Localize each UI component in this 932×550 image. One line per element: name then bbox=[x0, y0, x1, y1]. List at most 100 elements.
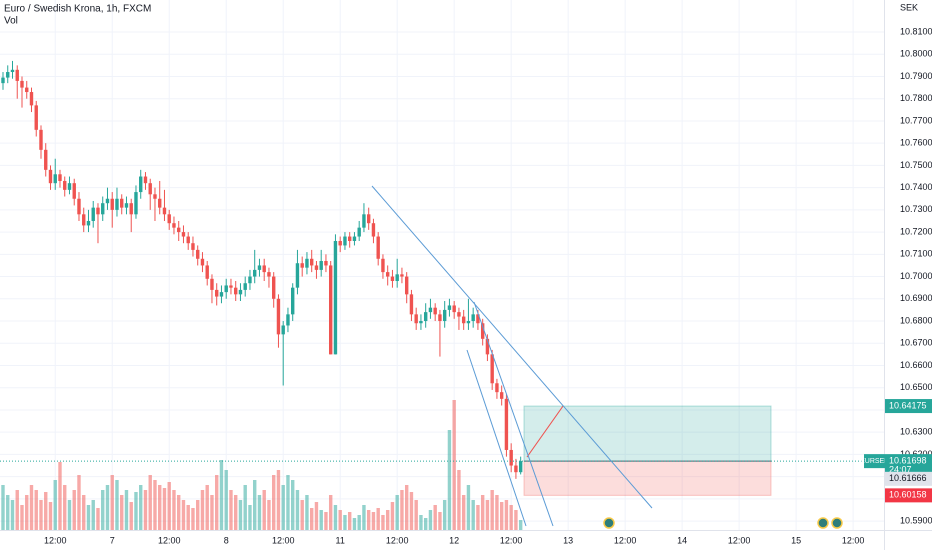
candle-body bbox=[120, 198, 124, 208]
candle-body bbox=[400, 274, 404, 277]
candle-body bbox=[376, 236, 380, 259]
drawings bbox=[371, 185, 653, 527]
volume-bar bbox=[286, 475, 290, 530]
candle-body bbox=[229, 285, 233, 288]
volume-layer bbox=[1, 400, 523, 530]
volume-bar bbox=[82, 495, 86, 530]
candle-body bbox=[257, 265, 262, 270]
candle-body bbox=[305, 258, 309, 268]
x-tick-label: 12:00 bbox=[500, 535, 523, 545]
candle-body bbox=[319, 260, 323, 270]
candle-body bbox=[77, 198, 81, 215]
event-dot[interactable] bbox=[831, 517, 843, 529]
volume-bar bbox=[281, 485, 285, 530]
volume-bar bbox=[371, 512, 376, 530]
volume-bar bbox=[196, 500, 200, 530]
volume-bar bbox=[229, 490, 233, 530]
chart-title: Euro / Swedish Krona, 1h, FXCM bbox=[4, 4, 151, 15]
volume-bar bbox=[177, 495, 181, 530]
volume-bar bbox=[63, 485, 67, 530]
candle-body bbox=[20, 80, 24, 88]
volume-bar bbox=[347, 512, 352, 530]
y-tick-label: 10.72000 bbox=[900, 226, 932, 236]
volume-bar bbox=[400, 490, 404, 530]
volume-bar bbox=[376, 508, 380, 530]
volume-bar bbox=[105, 485, 110, 530]
y-tick-label: 10.73000 bbox=[900, 204, 932, 214]
candle-body bbox=[224, 285, 228, 293]
volume-bar bbox=[243, 485, 247, 530]
volume-bar bbox=[452, 400, 456, 530]
volume-bar bbox=[476, 505, 480, 530]
currency-label: SEK bbox=[900, 2, 918, 12]
candle-body bbox=[101, 203, 105, 215]
volume-bar bbox=[48, 502, 53, 530]
candle-body bbox=[63, 180, 67, 190]
volume-bar bbox=[101, 490, 105, 530]
volume-label: Vol bbox=[4, 16, 18, 27]
volume-bar bbox=[338, 510, 342, 530]
volume-bar bbox=[499, 502, 504, 530]
volume-bar bbox=[509, 505, 513, 530]
trend-line bbox=[466, 349, 527, 527]
y-tick-label: 10.59000 bbox=[900, 515, 932, 525]
grid bbox=[0, 0, 884, 530]
candle-body bbox=[461, 316, 466, 324]
candle-body bbox=[177, 227, 181, 233]
volume-bar bbox=[423, 518, 428, 530]
volume-bar bbox=[15, 490, 19, 530]
volume-bar bbox=[210, 495, 214, 530]
volume-bar bbox=[234, 495, 238, 530]
candle-body bbox=[328, 265, 333, 355]
candle-body bbox=[29, 92, 34, 106]
event-dot[interactable] bbox=[817, 517, 829, 529]
volume-bar bbox=[186, 505, 190, 530]
volume-bar bbox=[134, 492, 138, 530]
candle-body bbox=[414, 314, 418, 324]
candle-body bbox=[433, 307, 437, 315]
candle-body bbox=[248, 276, 252, 284]
candle-body bbox=[243, 283, 247, 290]
y-tick-label: 10.69000 bbox=[900, 293, 932, 303]
event-dot[interactable] bbox=[603, 517, 615, 529]
candle-body bbox=[338, 240, 342, 246]
volume-bar bbox=[433, 505, 437, 530]
volume-bar bbox=[447, 430, 452, 530]
y-tick-label: 10.80000 bbox=[900, 49, 932, 59]
candle-body bbox=[518, 461, 523, 473]
volume-bar bbox=[291, 480, 295, 530]
volume-bar bbox=[205, 485, 209, 530]
candle-body bbox=[48, 169, 53, 184]
volume-bar bbox=[272, 475, 276, 530]
candle-body bbox=[466, 321, 471, 324]
volume-bar bbox=[224, 470, 228, 530]
candle-body bbox=[485, 338, 490, 355]
candle-body bbox=[281, 325, 285, 335]
candle-body bbox=[514, 465, 518, 473]
volume-bar bbox=[44, 492, 48, 530]
candle-body bbox=[390, 276, 395, 282]
volume-bar bbox=[457, 470, 461, 530]
volume-bar bbox=[276, 470, 281, 530]
candle-body bbox=[438, 314, 442, 322]
volume-bar bbox=[72, 490, 76, 530]
volume-bar bbox=[129, 502, 133, 530]
candle-body bbox=[352, 236, 357, 241]
volume-bar bbox=[495, 495, 499, 530]
candle-body bbox=[253, 269, 257, 277]
candle-body bbox=[385, 272, 390, 277]
volume-bar bbox=[352, 518, 357, 530]
x-tick-label: 12:00 bbox=[842, 535, 865, 545]
candle-body bbox=[267, 272, 271, 277]
volume-bar bbox=[91, 500, 95, 530]
volume-bar bbox=[357, 515, 361, 530]
volume-bar bbox=[257, 495, 262, 530]
candle-body bbox=[44, 149, 48, 170]
volume-bar bbox=[310, 508, 314, 530]
volume-bar bbox=[390, 502, 395, 530]
bid-price-label: 10.61666 bbox=[889, 473, 927, 483]
candle-body bbox=[366, 214, 371, 224]
volume-bar bbox=[438, 512, 442, 530]
volume-bar bbox=[34, 490, 38, 530]
candle-body bbox=[139, 176, 143, 193]
